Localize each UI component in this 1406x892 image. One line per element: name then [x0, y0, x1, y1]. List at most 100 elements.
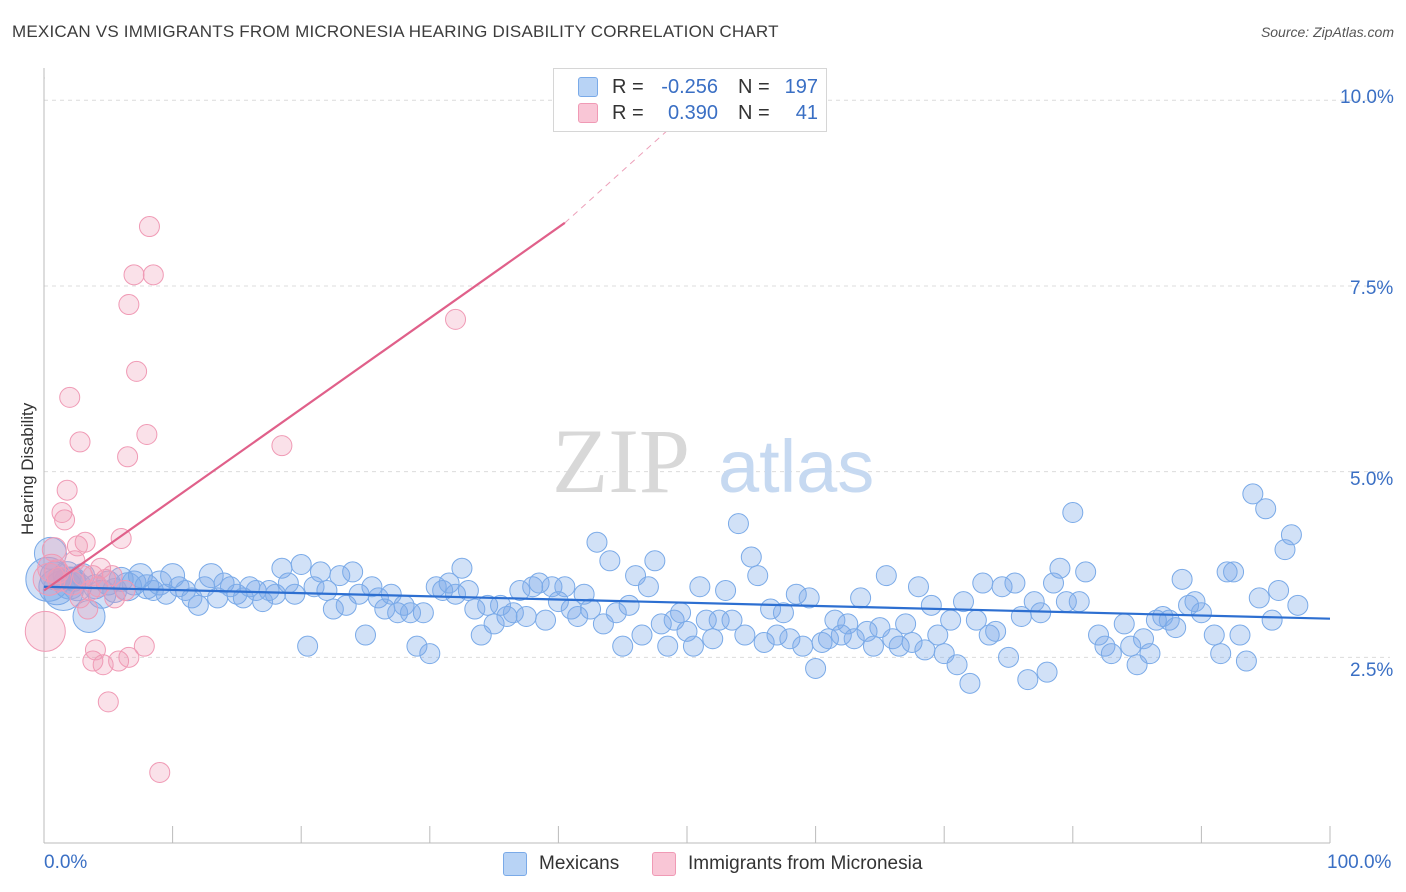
mexicans-point	[843, 628, 865, 650]
mexicans-point	[1248, 587, 1270, 609]
axes	[43, 68, 1331, 844]
micronesia-point	[77, 598, 99, 620]
mexicans-point	[1210, 643, 1232, 665]
mexicans-point	[502, 602, 524, 624]
micronesia-point	[136, 424, 158, 446]
mexicans-point	[438, 572, 460, 594]
micronesia-point	[59, 386, 81, 408]
legend-item-micronesia[interactable]: Immigrants from Micronesia	[652, 852, 922, 876]
y-tick-label: 2.5%	[1350, 660, 1394, 681]
mexicans-point	[1255, 498, 1277, 520]
mexicans-point	[985, 620, 1007, 642]
series-legend: Mexicans Immigrants from Micronesia	[0, 852, 1406, 878]
mexicans-point	[715, 579, 737, 601]
mexicans-point	[1049, 557, 1071, 579]
micronesia-point	[82, 565, 104, 587]
mexicans-point	[946, 654, 968, 676]
mexicans-point	[522, 576, 544, 598]
mexicans-point	[1113, 613, 1135, 635]
mexicans-point	[258, 579, 280, 601]
gridlines	[44, 77, 1390, 658]
mexicans-point	[702, 628, 724, 650]
micronesia-point	[271, 435, 293, 457]
micronesia-point	[101, 565, 123, 587]
mexicans-point	[605, 602, 627, 624]
micronesia-point	[74, 531, 96, 553]
mexicans-point	[940, 609, 962, 631]
mexicans-point	[927, 624, 949, 646]
mexicans-point	[612, 635, 634, 657]
mexicans-point	[920, 594, 942, 616]
mexicans-point	[1203, 624, 1225, 646]
mexicans-point	[1184, 591, 1206, 613]
mexicans-point	[599, 550, 621, 572]
micronesia-point	[149, 761, 171, 783]
micronesia-swatch	[578, 103, 598, 123]
chart-title: MEXICAN VS IMMIGRANTS FROM MICRONESIA HE…	[12, 22, 779, 41]
mexicans-point	[1216, 561, 1238, 583]
legend-item-mexicans[interactable]: Mexicans	[503, 852, 619, 876]
micronesia-point	[97, 691, 119, 713]
mexicans-point	[477, 594, 499, 616]
mexicans-point	[708, 609, 730, 631]
mexicans-point	[329, 565, 351, 587]
mexicans-point	[1139, 643, 1161, 665]
mexicans-point	[792, 635, 814, 657]
mexicans-point	[972, 572, 994, 594]
watermark-zip: ZIP	[552, 410, 690, 512]
r-value: -0.256	[661, 75, 718, 98]
mexicans-point	[689, 576, 711, 598]
mexicans-point	[1223, 561, 1245, 583]
micronesia-point	[54, 509, 76, 531]
mexicans-point	[322, 598, 344, 620]
micronesia-point	[51, 501, 73, 523]
mexicans-point	[412, 602, 434, 624]
n-value: 41	[795, 101, 818, 124]
micronesia-point	[133, 635, 155, 657]
micronesia-point	[92, 654, 114, 676]
mexicans-point	[779, 628, 801, 650]
n-value: 197	[784, 75, 818, 98]
mexicans-point	[400, 602, 422, 624]
mexicans-point	[367, 587, 389, 609]
micronesia-trend-line	[43, 221, 566, 592]
micronesia-point	[445, 308, 467, 330]
mexicans-point	[198, 563, 224, 589]
mexicans-point	[1017, 669, 1039, 691]
micronesia-point	[41, 537, 67, 563]
mexicans-point	[451, 557, 473, 579]
x-tick-label: 0.0%	[44, 852, 88, 873]
x-tick-label: 100.0%	[1327, 852, 1392, 873]
mexicans-point	[1280, 524, 1302, 546]
y-axis-title: Hearing Disability	[18, 402, 37, 535]
mexicans-point	[1242, 483, 1264, 505]
mexicans-point	[515, 605, 537, 627]
mexicans-point	[959, 672, 981, 694]
y-tick-label: 5.0%	[1350, 469, 1394, 490]
mexicans-point	[637, 576, 659, 598]
mexicans-point	[772, 602, 794, 624]
micronesia-point	[24, 610, 66, 652]
mexicans-point	[727, 513, 749, 535]
mexicans-point	[670, 602, 692, 624]
r-label: R =	[612, 101, 644, 124]
mexicans-point	[1088, 624, 1110, 646]
mexicans-point	[586, 531, 608, 553]
mexicans-point	[1068, 591, 1090, 613]
mexicans-point	[862, 635, 884, 657]
micronesia-point	[123, 264, 145, 286]
legend-label: Immigrants from Micronesia	[688, 853, 923, 874]
mexicans-point	[798, 587, 820, 609]
mexicans-point	[1287, 594, 1309, 616]
mexicans-point	[888, 635, 910, 657]
mexicans-point	[998, 646, 1019, 668]
trend-lines	[43, 77, 1331, 620]
mexicans-point	[978, 624, 1000, 646]
mexicans-point	[554, 576, 576, 598]
mexicans-point	[747, 565, 769, 587]
mexicans-point	[355, 624, 376, 646]
mexicans-point	[1171, 568, 1193, 590]
mexicans-point	[1100, 643, 1122, 665]
mexicans-point	[1190, 602, 1212, 624]
mexicans-point	[850, 587, 872, 609]
